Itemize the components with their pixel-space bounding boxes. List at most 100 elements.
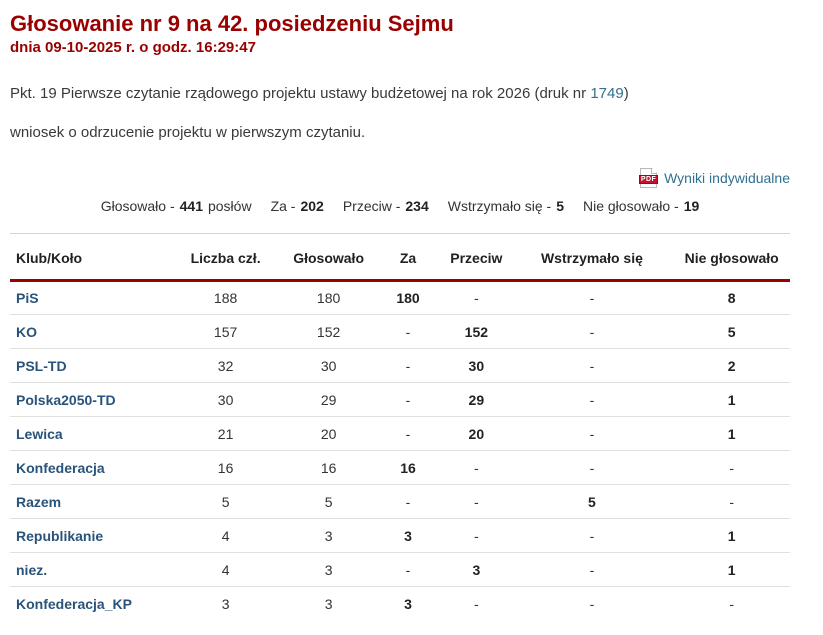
agenda-point-line: Pkt. 19 Pierwsze czytanie rządowego proj… bbox=[10, 84, 790, 104]
cell-abstained: - bbox=[589, 595, 595, 612]
cell-club: Konfederacja bbox=[10, 451, 168, 485]
cell-for: - bbox=[405, 357, 411, 374]
cell-members: 16 bbox=[217, 459, 234, 476]
cell-members: 3 bbox=[221, 595, 230, 612]
summary-label: Przeciw - bbox=[342, 198, 401, 214]
summary-value: 441 bbox=[179, 198, 203, 214]
agenda-point-text-end: ) bbox=[623, 84, 629, 102]
club-link[interactable]: KO bbox=[16, 323, 37, 340]
cell-club: KO bbox=[10, 315, 168, 349]
column-header: Przeciw bbox=[442, 233, 511, 282]
column-header: Liczba czł. bbox=[167, 233, 284, 282]
cell-voted: 3 bbox=[324, 561, 333, 578]
column-header: Wstrzymało się bbox=[510, 233, 674, 282]
voting-datetime: dnia 09-10-2025 r. o godz. 16:29:47 bbox=[10, 38, 256, 56]
summary-value: 5 bbox=[556, 198, 564, 214]
druk-number-link[interactable]: 1749 bbox=[590, 84, 624, 102]
results-table-body: PiS 188 180 180- -8 KO 157 152-152-5 PSL-TD 32 30-… bbox=[10, 281, 790, 621]
cell-voted: 20 bbox=[320, 425, 337, 442]
table-row: Polska2050-TD 30 29 - 29 - 1 bbox=[10, 383, 790, 417]
cell-not_voted: 1 bbox=[727, 391, 736, 408]
table-row: Razem 5 5 - - 5 - bbox=[10, 485, 790, 519]
cell-not_voted: 1 bbox=[727, 561, 736, 578]
cell-club: Lewica bbox=[10, 417, 168, 451]
cell-for: 3 bbox=[404, 527, 412, 544]
individual-results-row: PDF Wyniki indywidualne bbox=[10, 167, 790, 189]
club-link[interactable]: Polska2050-TD bbox=[16, 391, 116, 408]
cell-against: - bbox=[474, 595, 479, 612]
column-header: Za bbox=[373, 233, 443, 282]
cell-voted: 3 bbox=[324, 527, 333, 544]
table-row: PSL-TD 32 30 - 30 - 2 bbox=[10, 349, 790, 383]
club-link[interactable]: Lewica bbox=[16, 425, 63, 442]
cell-for: - bbox=[405, 425, 411, 442]
cell-against: - bbox=[474, 527, 479, 544]
cell-against: - bbox=[474, 493, 479, 510]
pdf-icon: PDF bbox=[639, 168, 659, 188]
club-link[interactable]: niez. bbox=[16, 561, 48, 578]
pdf-icon-label: PDF bbox=[639, 175, 659, 184]
club-link[interactable]: Republikanie bbox=[16, 527, 104, 544]
cell-voted: 30 bbox=[320, 357, 337, 374]
cell-voted: 3 bbox=[324, 595, 333, 612]
cell-against: - bbox=[474, 290, 479, 306]
club-link[interactable]: Razem bbox=[16, 493, 62, 510]
cell-against: 20 bbox=[468, 425, 485, 442]
summary-value: 202 bbox=[300, 198, 324, 214]
cell-voted: 29 bbox=[320, 391, 337, 408]
table-row: Lewica 21 20 - 20 - 1 bbox=[10, 417, 790, 451]
cell-voted: 5 bbox=[324, 493, 333, 510]
cell-club: PiS bbox=[10, 281, 168, 315]
cell-voted: 180 bbox=[316, 290, 341, 306]
table-row: niez. 4 3 - 3 - 1 bbox=[10, 553, 790, 587]
cell-club: Polska2050-TD bbox=[10, 383, 168, 417]
voting-results-page: Głosowanie nr 9 na 42. posiedzeniu Sejmu… bbox=[10, 11, 790, 621]
table-row: Konfederacja_KP 3 3 3 - - - bbox=[10, 587, 790, 621]
cell-abstained: - bbox=[589, 323, 595, 340]
cell-abstained: - bbox=[589, 527, 595, 544]
summary-label: Wstrzymało się - bbox=[447, 198, 552, 214]
cell-members: 5 bbox=[221, 493, 230, 510]
table-header-row: Klub/Koło Liczba czł. Głosowało Za Przeciw Ws… bbox=[10, 233, 790, 282]
club-link[interactable]: PiS bbox=[16, 290, 39, 306]
results-table: Klub/Koło Liczba czł. Głosowało Za Przeciw Ws… bbox=[10, 233, 790, 621]
cell-against: 152 bbox=[464, 323, 489, 340]
table-row: Konfederacja 16 16 16 - - - bbox=[10, 451, 790, 485]
club-link[interactable]: Konfederacja_KP bbox=[16, 595, 132, 612]
cell-for: - bbox=[405, 561, 411, 578]
cell-not_voted: 8 bbox=[727, 290, 736, 306]
summary-label: Nie głosowało - bbox=[583, 198, 679, 214]
summary-item: Za -202 bbox=[271, 198, 324, 214]
cell-not_voted: 1 bbox=[727, 425, 736, 442]
club-link[interactable]: Konfederacja bbox=[16, 459, 105, 476]
cell-for: - bbox=[405, 323, 411, 340]
cell-members: 4 bbox=[221, 527, 230, 544]
club-link[interactable]: PSL-TD bbox=[16, 357, 67, 374]
pdf-icon-fold bbox=[652, 168, 658, 173]
cell-abstained: - bbox=[589, 425, 595, 442]
cell-for: 16 bbox=[400, 459, 416, 476]
table-row: PiS 188 180 180 - - 8 bbox=[10, 281, 790, 315]
summary-item: Nie głosowało -19 bbox=[583, 198, 699, 214]
summary-item: Wstrzymało się -5 bbox=[448, 198, 564, 214]
cell-against: 3 bbox=[472, 561, 481, 578]
cell-voted: 152 bbox=[316, 323, 341, 340]
cell-club: Razem bbox=[10, 485, 168, 519]
motion-text: wniosek o odrzucenie projektu w pierwszy… bbox=[10, 123, 366, 141]
page-title: Głosowanie nr 9 na 42. posiedzeniu Sejmu bbox=[10, 11, 454, 36]
summary-label: Głosowało - bbox=[100, 198, 175, 214]
cell-abstained: - bbox=[589, 561, 595, 578]
cell-club: PSL-TD bbox=[10, 349, 168, 383]
cell-for: - bbox=[405, 493, 411, 510]
cell-not_voted: - bbox=[729, 595, 734, 612]
column-header: Nie głosowało bbox=[673, 233, 790, 282]
individual-results-link[interactable]: Wyniki indywidualne bbox=[664, 170, 790, 186]
cell-against: 30 bbox=[468, 357, 485, 374]
cell-club: Konfederacja_KP bbox=[10, 587, 168, 621]
column-header: Klub/Koło bbox=[10, 233, 168, 282]
cell-not_voted: 5 bbox=[727, 323, 736, 340]
cell-abstained: - bbox=[589, 391, 595, 408]
cell-members: 188 bbox=[213, 290, 238, 306]
cell-abstained: - bbox=[589, 357, 595, 374]
cell-members: 21 bbox=[217, 425, 234, 442]
